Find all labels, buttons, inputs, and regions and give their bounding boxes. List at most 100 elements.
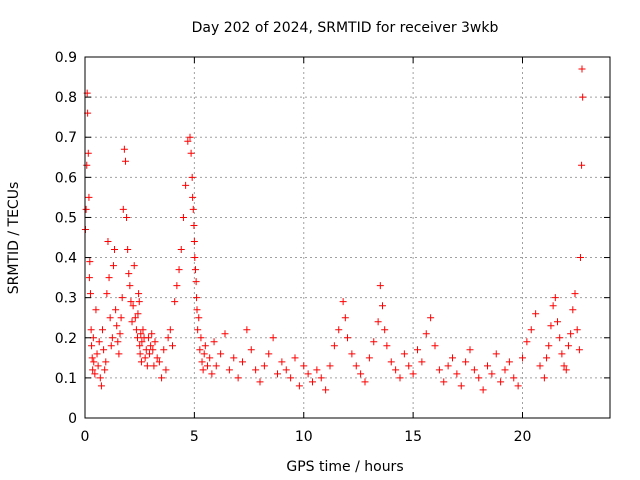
data-point (435, 366, 443, 374)
data-point (134, 310, 142, 318)
data-point (365, 354, 373, 362)
data-point (121, 157, 129, 165)
data-point (317, 374, 325, 382)
data-point (100, 346, 108, 354)
data-point (234, 374, 242, 382)
data-point (190, 238, 198, 246)
y-tick-label: 0 (68, 411, 77, 427)
data-point (148, 330, 156, 338)
data-point (113, 322, 121, 330)
data-point (190, 221, 198, 229)
data-point (405, 362, 413, 370)
data-point (85, 193, 93, 201)
x-tick-label: 5 (190, 429, 199, 445)
data-point (204, 362, 211, 370)
data-point (573, 326, 581, 334)
data-point (549, 302, 557, 310)
data-point (115, 350, 123, 358)
data-point (278, 358, 286, 366)
data-point (260, 362, 268, 370)
data-point (117, 314, 125, 322)
data-point (134, 334, 141, 342)
data-point (128, 318, 136, 326)
data-point (523, 338, 531, 346)
data-point (143, 362, 151, 370)
data-point (453, 370, 461, 378)
data-point (287, 374, 295, 382)
data-point (198, 358, 206, 366)
y-tick-label: 0.1 (55, 371, 77, 387)
data-point (230, 354, 238, 362)
data-point (551, 294, 559, 302)
x-tick-label: 15 (404, 429, 422, 445)
data-point (158, 374, 166, 382)
chart-title: Day 202 of 2024, SRMTID for receiver 3wk… (192, 20, 499, 36)
y-tick-label: 0.7 (55, 130, 77, 146)
data-point (106, 314, 114, 322)
data-point (147, 342, 155, 350)
data-point (131, 314, 139, 322)
data-point (560, 362, 568, 370)
data-point (86, 258, 94, 266)
data-point (84, 149, 92, 157)
data-point (150, 362, 158, 370)
y-tick-label: 0.6 (55, 170, 77, 186)
data-point (188, 173, 196, 181)
data-point (274, 370, 281, 378)
x-axis-label: GPS time / hours (286, 459, 403, 475)
data-point (194, 326, 202, 334)
data-point (197, 334, 205, 342)
data-point (191, 266, 199, 274)
data-point (547, 322, 555, 330)
data-point (484, 362, 491, 370)
data-point (111, 246, 119, 254)
data-point (187, 149, 195, 157)
data-point (83, 161, 91, 169)
data-point (569, 306, 577, 314)
data-point (243, 326, 251, 334)
y-tick-label: 0.5 (55, 210, 77, 226)
data-point (326, 362, 334, 370)
data-point (527, 326, 535, 334)
data-point (322, 386, 330, 394)
data-point (112, 306, 120, 314)
data-points (81, 65, 587, 394)
data-point (137, 330, 145, 338)
data-point (492, 350, 500, 358)
data-point (162, 366, 170, 374)
data-point (146, 350, 154, 358)
data-point (309, 378, 316, 386)
data-point (179, 213, 187, 221)
data-point (88, 354, 96, 362)
data-point (505, 358, 513, 366)
data-point (361, 378, 369, 386)
data-point (96, 374, 104, 382)
data-point (352, 362, 360, 370)
data-point (125, 270, 133, 278)
data-point (462, 358, 470, 366)
data-point (269, 334, 277, 342)
data-point (383, 342, 391, 350)
data-point (497, 378, 505, 386)
data-point (91, 370, 99, 378)
grid-lines (85, 57, 610, 418)
data-point (536, 362, 544, 370)
data-point (475, 374, 483, 382)
data-point (119, 205, 127, 213)
data-point (132, 326, 140, 334)
data-point (124, 246, 132, 254)
data-point (392, 366, 400, 374)
data-point (422, 330, 430, 338)
data-point (414, 346, 421, 354)
y-tick-label: 0.2 (55, 331, 77, 347)
data-point (93, 350, 101, 358)
data-point (282, 366, 290, 374)
data-point (510, 374, 518, 382)
data-point (409, 370, 417, 378)
data-point (120, 145, 128, 153)
data-point (387, 358, 395, 366)
y-axis-label: SRMTID / TECUs (6, 182, 22, 295)
data-point (466, 346, 474, 354)
data-point (212, 362, 220, 370)
data-point (519, 354, 526, 362)
